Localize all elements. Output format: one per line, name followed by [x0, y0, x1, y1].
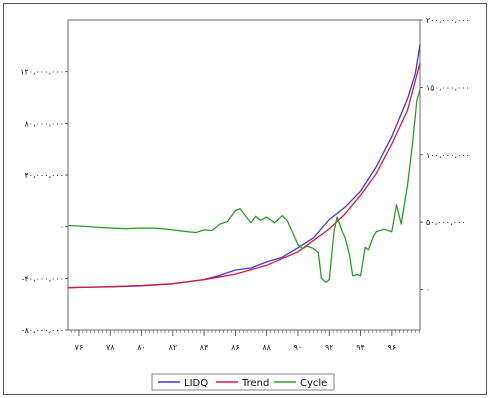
series-line-lidq [67, 44, 421, 289]
x-axis-tick-label: ۹۴ [356, 343, 365, 352]
x-axis-tick-label: ۸۴ [200, 343, 209, 352]
x-axis-tick-label: ۸۶ [231, 343, 240, 352]
x-axis-tick-label: ۹۲ [325, 343, 334, 352]
legend-box [151, 373, 335, 391]
x-axis-tick-label: ۷۶ [75, 343, 84, 352]
chart-svg: ۱۲۰،۰۰۰،۰۰۰ ۸۰،۰۰۰،۰۰۰ ۴۰،۰۰۰،۰۰۰ ۰ -۴۰،۰۰۰،… [20, 16, 470, 391]
x-axis-tick-label: ۷۸ [106, 343, 115, 352]
chart-frame: ۱۲۰،۰۰۰،۰۰۰ ۸۰،۰۰۰،۰۰۰ ۴۰،۰۰۰،۰۰۰ ۰ -۴۰،۰۰۰،… [3, 3, 487, 395]
plot-area [67, 19, 421, 331]
x-axis-tick-label: ۹۶ [388, 343, 397, 352]
right-axis-tick-label: ۱۰۰،۰۰۰،۰۰۰ [426, 151, 470, 160]
left-axis-tick-label: ۸۰،۰۰۰،۰۰۰ [24, 119, 64, 128]
series-line-trend [67, 62, 421, 289]
x-axis-tick-label: ۸۲ [169, 343, 178, 352]
left-axis-tick-label: ۱۲۰،۰۰۰،۰۰۰ [20, 68, 64, 77]
left-axis-tick-label: ۴۰،۰۰۰،۰۰۰ [24, 171, 64, 180]
legend-label-trend: Trend [241, 378, 269, 389]
right-axis-tick-label: ۱۵۰،۰۰۰،۰۰۰ [426, 83, 470, 92]
x-axis-tick-label: ۹۰ [294, 343, 303, 352]
left-axis-tick-label: ۰ [60, 223, 64, 232]
right-axis-tick-label: ۵۰،۰۰۰،۰۰۰ [426, 218, 466, 227]
left-axis-tick-label: -۸۰،۰۰۰،۰۰۰ [22, 326, 64, 335]
legend-label-cycle: Cycle [300, 378, 327, 389]
right-axis-tick-label: ۰ [426, 286, 430, 295]
left-axis-tick-label: -۴۰،۰۰۰،۰۰۰ [22, 274, 64, 283]
x-axis-tick-label: ۸۰ [137, 343, 146, 352]
right-axis-tick-label: ۲۰۰،۰۰۰،۰۰۰ [426, 16, 470, 25]
legend-label-lidq: LIDQ [184, 378, 208, 389]
series-line-cycle [67, 89, 421, 283]
x-axis-tick-label: ۸۸ [262, 343, 271, 352]
